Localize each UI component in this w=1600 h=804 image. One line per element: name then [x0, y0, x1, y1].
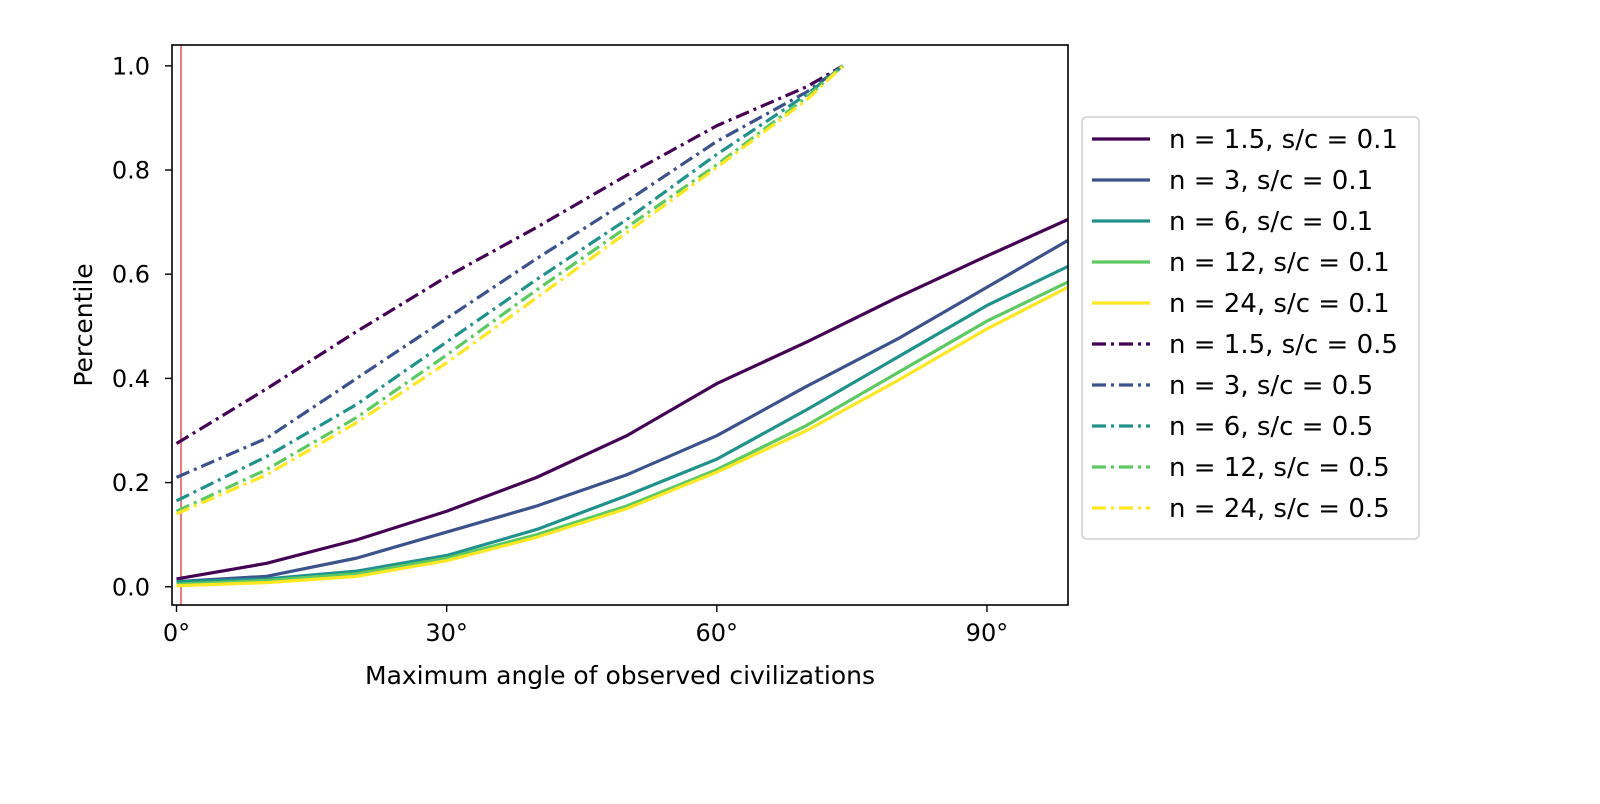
series-line-6 — [175, 64, 844, 445]
series-line-4 — [176, 280, 1068, 586]
legend-label: n = 1.5, s/c = 0.5 — [1169, 330, 1398, 360]
x-tick-label: 90° — [966, 619, 1009, 647]
plot-area — [175, 45, 1068, 605]
y-tick-label: 0.2 — [112, 469, 150, 497]
series-line-1 — [176, 218, 1068, 581]
legend-label: n = 24, s/c = 0.1 — [1169, 289, 1390, 319]
legend-label: n = 3, s/c = 0.1 — [1169, 166, 1373, 196]
legend-label: n = 1.5, s/c = 0.1 — [1169, 125, 1398, 155]
legend-label: n = 3, s/c = 0.5 — [1169, 371, 1373, 401]
legend-label: n = 12, s/c = 0.5 — [1169, 453, 1390, 483]
series-line-8 — [175, 64, 844, 503]
series-line-3 — [176, 264, 1068, 584]
series-line-7 — [175, 64, 844, 479]
y-tick-label: 0.8 — [112, 157, 150, 185]
axes-frame — [171, 44, 1069, 606]
legend: n = 1.5, s/c = 0.1 n = 3, s/c = 0.1 n = 6,… — [1081, 116, 1420, 540]
y-tick-label: 0.0 — [112, 573, 150, 601]
series-line-10 — [175, 64, 844, 516]
y-tick-label: 0.4 — [112, 365, 150, 393]
legend-label: n = 6, s/c = 0.5 — [1169, 412, 1373, 442]
x-tick-label: 0° — [163, 619, 190, 647]
series-line-2 — [176, 238, 1068, 584]
y-tick-label: 0.6 — [112, 261, 150, 289]
x-axis-label: Maximum angle of observed civilizations — [365, 661, 875, 690]
y-axis-label: Percentile — [69, 263, 98, 386]
series-line-9 — [175, 64, 844, 513]
legend-label: n = 12, s/c = 0.1 — [1169, 248, 1390, 278]
legend-box — [1081, 116, 1420, 540]
x-tick-label: 30° — [425, 619, 468, 647]
legend-label: n = 6, s/c = 0.1 — [1169, 207, 1373, 237]
legend-label: n = 24, s/c = 0.5 — [1169, 494, 1390, 524]
series-line-5 — [176, 285, 1068, 588]
x-tick-label: 60° — [696, 619, 739, 647]
y-tick-label: 1.0 — [112, 52, 150, 80]
